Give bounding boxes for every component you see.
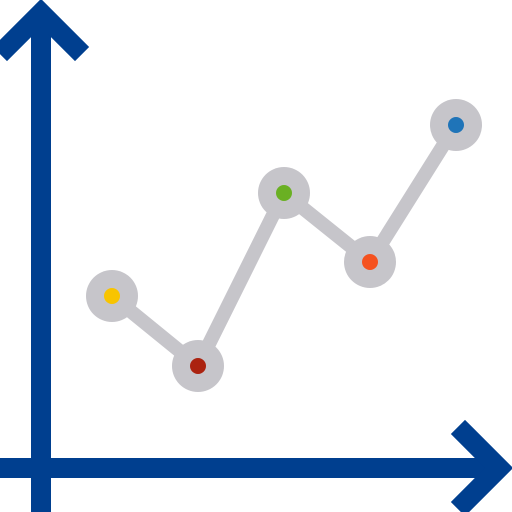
chart-point-1-dot <box>104 288 120 304</box>
chart-points <box>86 99 482 392</box>
x-axis-arrowhead <box>450 419 512 512</box>
y-axis-arrowhead <box>0 0 90 62</box>
chart-point-4 <box>344 236 396 288</box>
chart-line <box>105 118 463 373</box>
chart-point-1 <box>86 270 138 322</box>
chart-point-5-dot <box>448 117 464 133</box>
chart-point-2 <box>172 340 224 392</box>
chart-connectors <box>105 118 463 373</box>
chart-point-5 <box>430 99 482 151</box>
chart-point-4-dot <box>362 254 378 270</box>
chart-point-3-dot <box>276 185 292 201</box>
chart-point-3 <box>258 167 310 219</box>
chart-point-2-dot <box>190 358 206 374</box>
